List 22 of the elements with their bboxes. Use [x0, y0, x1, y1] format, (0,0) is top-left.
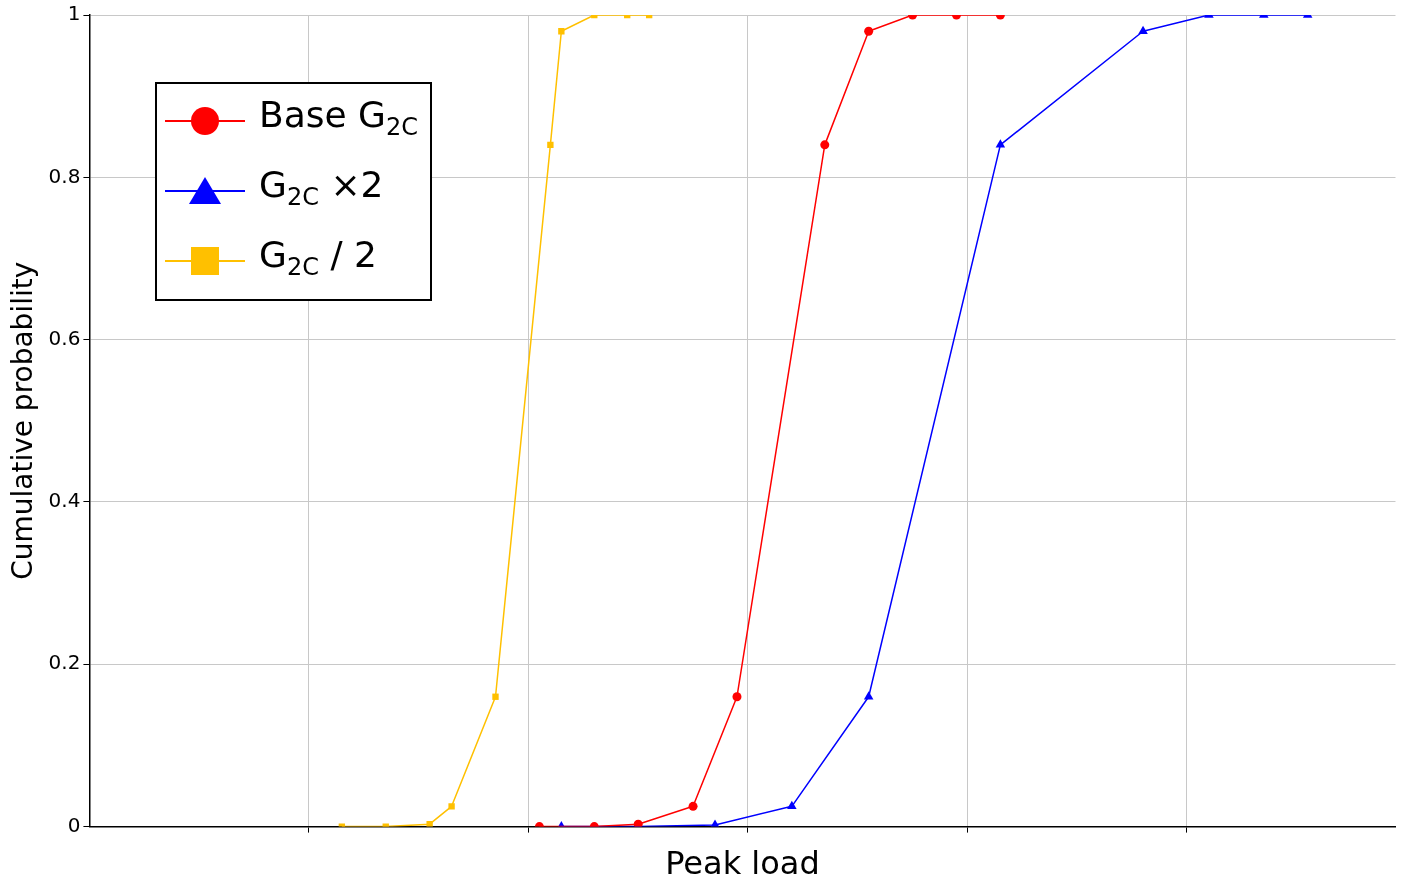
legend-label: G$_{2C}$ / 2	[259, 233, 377, 284]
point	[732, 692, 742, 702]
y-axis-title: Cumulative probability	[6, 261, 40, 580]
y-tick-label: 1	[67, 1, 81, 26]
legend-label: Base G$_{2C}$	[259, 93, 419, 144]
point	[863, 691, 874, 700]
point	[787, 800, 797, 810]
point	[492, 693, 499, 700]
point	[547, 141, 554, 149]
point	[688, 801, 698, 811]
x-axis-title: Peak load	[665, 844, 820, 883]
point	[448, 803, 455, 810]
point	[820, 140, 830, 150]
y-tick-label: 0.2	[48, 650, 81, 675]
y-tick-label: 0.6	[48, 325, 81, 350]
point	[426, 820, 433, 827]
point	[558, 28, 565, 35]
point	[864, 26, 874, 36]
y-tick-label: 0	[67, 812, 81, 837]
y-tick-label: 0.4	[48, 488, 81, 513]
legend-label: G$_{2C}$ ×2	[259, 163, 384, 214]
y-tick-label: 0.8	[48, 163, 81, 188]
